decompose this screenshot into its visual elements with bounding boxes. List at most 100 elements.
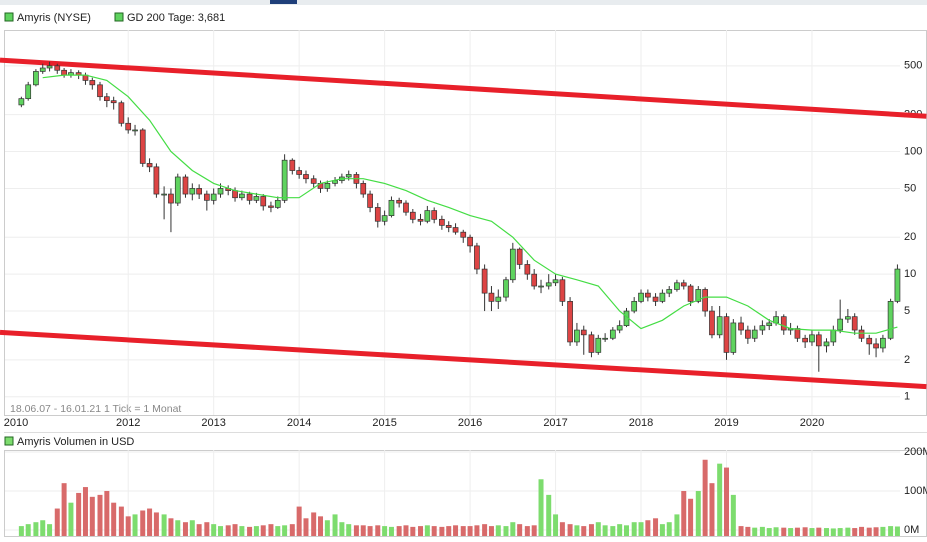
volume-bar (311, 512, 317, 536)
candle-body (182, 176, 189, 195)
volume-bar (296, 506, 302, 536)
candle-body (580, 329, 587, 336)
volume-bar (168, 518, 174, 536)
candle-body (851, 316, 858, 331)
volume-bar (553, 514, 559, 536)
volume-bar (888, 526, 894, 536)
candle-body (559, 279, 566, 302)
volume-bar (153, 512, 159, 536)
volume-bar (125, 516, 131, 536)
candle-body (367, 193, 373, 208)
volume-bar (595, 522, 601, 536)
candle-body (289, 159, 296, 171)
y-tick-label: 0M (904, 524, 919, 536)
volume-bar (182, 522, 188, 536)
volume-bar (894, 526, 900, 536)
candle-body (210, 193, 217, 201)
volume-bar (645, 520, 651, 536)
volume-bar (880, 526, 886, 536)
volume-bar (346, 524, 352, 536)
volume-bar (738, 526, 744, 536)
volume-bar (396, 526, 402, 536)
volume-bar (688, 498, 694, 536)
candle-body (460, 231, 467, 238)
candle-body (616, 325, 623, 331)
candle-body (794, 328, 801, 339)
volume-bar (324, 520, 330, 536)
candle-body (239, 193, 245, 199)
candle-body (61, 69, 67, 76)
candle-body (567, 301, 573, 343)
volume-bar (47, 524, 53, 536)
candle-body (217, 188, 224, 195)
volume-bar (418, 526, 424, 536)
volume-bar (695, 490, 701, 536)
legend-label: Amyris (NYSE) (17, 12, 91, 24)
candle-body (360, 183, 367, 195)
candle-body (488, 292, 495, 302)
volume-bar (495, 525, 501, 536)
legend-swatch (4, 12, 14, 22)
x-tick-label: 2010 (4, 417, 28, 429)
volume-bar (89, 496, 95, 536)
volume-bar (68, 502, 74, 536)
trend-line (0, 329, 927, 390)
volume-bar (97, 494, 103, 536)
volume-bar (517, 524, 523, 536)
x-tick-label: 2018 (629, 417, 653, 429)
candle-body (837, 318, 844, 331)
candle-body (823, 341, 830, 347)
candle-body (759, 325, 766, 331)
volume-bar (823, 528, 829, 536)
volume-bar (759, 526, 765, 536)
volume-bar (232, 524, 238, 536)
volume-bar (723, 467, 729, 536)
candle-body (659, 292, 666, 302)
top-strip (0, 0, 927, 5)
volume-bar (40, 520, 46, 536)
candle-body (887, 301, 894, 339)
volume-bar (802, 527, 808, 536)
candle-body (110, 100, 117, 104)
volume-bar (503, 526, 509, 536)
volume-bar (353, 525, 359, 536)
legend-label: GD 200 Tage: 3,681 (127, 12, 225, 24)
candle-body (260, 196, 267, 207)
candle-body (146, 163, 153, 168)
volume-bar (653, 518, 659, 536)
candle-body (189, 188, 196, 195)
x-tick-label: 2020 (800, 417, 824, 429)
x-tick-label: 2019 (714, 417, 738, 429)
trend-line (0, 57, 927, 119)
volume-bar (403, 525, 409, 536)
volume-bar (602, 525, 608, 536)
candle-body (503, 279, 509, 298)
volume-bar (175, 520, 181, 536)
candle-body (403, 202, 409, 213)
candle-body (424, 210, 431, 222)
volume-bar (730, 494, 736, 536)
volume-bar (147, 508, 153, 536)
active-tab[interactable] (270, 0, 297, 4)
volume-bar (275, 526, 281, 536)
volume-bar (382, 526, 388, 536)
y-tick-label: 10 (904, 268, 916, 280)
y-tick-label: 100M (904, 485, 927, 497)
candle-body (738, 322, 744, 331)
candle-body (751, 329, 758, 339)
moving-average (42, 74, 898, 334)
y-tick-label: 500 (904, 60, 922, 72)
volume-bar (247, 526, 253, 536)
candle-body (396, 199, 402, 204)
candle-body (595, 337, 602, 353)
candle-body (716, 316, 723, 336)
candle-body (153, 166, 160, 195)
volume-bar (25, 524, 31, 536)
candle-body (780, 316, 787, 331)
y-tick-label: 200M (904, 446, 927, 458)
candle-body (845, 316, 851, 320)
volume-bar (54, 508, 60, 536)
volume-bar (659, 524, 665, 536)
volume-bar (375, 525, 381, 536)
